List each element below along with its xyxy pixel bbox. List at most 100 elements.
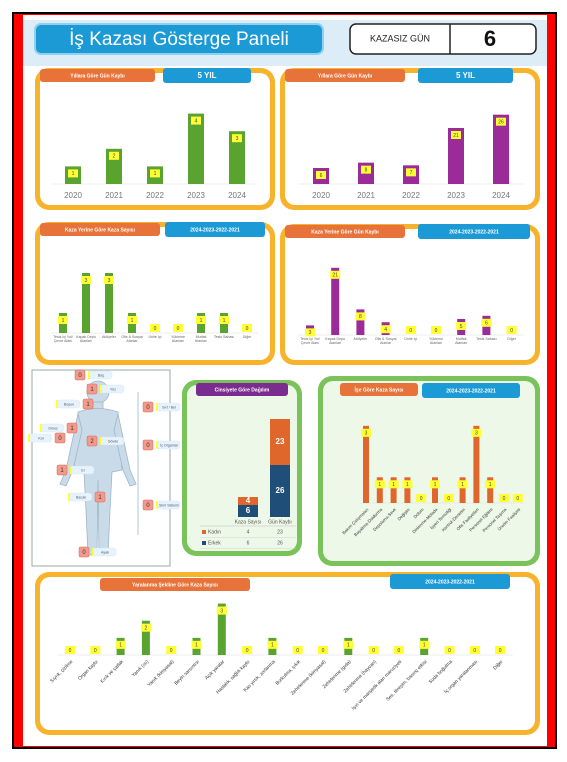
x-label-box: Ofis & Sosyal Alanlar (374, 337, 397, 346)
part-count (142, 499, 154, 511)
value-label-bg (443, 494, 454, 502)
table-value: 23 (277, 529, 283, 535)
value-label-bg (361, 428, 371, 437)
value-label-bg (361, 165, 371, 174)
panel-inner (40, 227, 270, 360)
value-label: 0 (510, 328, 513, 334)
bar-segment (270, 419, 290, 465)
value-label: 3 (236, 136, 239, 142)
x-label-box: Kapalı Depo Alanları (76, 335, 96, 343)
value-label: 6 (320, 173, 323, 179)
counter-label: KAZASIZ GÜN (370, 33, 430, 43)
chart-title-bg (285, 225, 405, 238)
value-label-bg (292, 646, 303, 654)
value-label-bg (430, 480, 440, 489)
value-label-bg (406, 168, 416, 177)
x-tick-label: 2022 (402, 191, 420, 200)
part-label: Baş (98, 373, 104, 377)
value-label-bg (115, 640, 126, 649)
part-count (82, 398, 94, 410)
value-label-bg (416, 494, 427, 502)
value-label-bg (512, 494, 523, 502)
legend-swatch (202, 541, 206, 545)
x-tick-label: 2021 (105, 191, 123, 200)
value-label-bg (216, 606, 227, 615)
bar (229, 131, 245, 184)
value-label: 0 (322, 648, 325, 654)
part-label-accent (28, 434, 30, 442)
value-label-bg (150, 324, 160, 332)
value-label: 1 (62, 318, 65, 324)
x-label-box: Tesis Sahası (476, 337, 497, 341)
value-label: 3 (475, 431, 478, 437)
part-count (86, 435, 98, 447)
x-tick-label: 2020 (312, 191, 330, 200)
part-count-label: 0 (58, 436, 62, 442)
title-box (34, 23, 324, 55)
x-tick-label: Atölyeler (353, 337, 368, 341)
chart-subtitle: 2024-2023-2022-2021 (446, 388, 496, 394)
chart-subtitle: 5 YIL (456, 71, 475, 80)
bar (217, 603, 226, 655)
value-label-bg (242, 324, 252, 332)
part-label-accent (70, 466, 72, 474)
part-count-label: 1 (60, 468, 64, 474)
value-label-bg (68, 169, 78, 178)
value-label-bg (81, 276, 91, 284)
chart-title: Kaza Yerine Göre Kaza Sayısı (65, 227, 136, 233)
chart-subtitle: 5 YIL (198, 71, 217, 80)
value-label-bg (471, 428, 482, 437)
x-tick-label: Atölyeler (102, 335, 116, 339)
x-label-box: Tesis İçi Yol/Çevre Alanı (300, 337, 320, 345)
part-label: Ayak (101, 550, 109, 554)
value-label: 1 (406, 482, 409, 488)
table-value: 6 (247, 540, 250, 546)
value-label-bg (242, 646, 253, 654)
x-tick-label: Ünite İçi (148, 335, 162, 339)
value-label: 1 (461, 482, 464, 488)
value-label: 3 (309, 330, 312, 336)
part-label: Yüz (110, 387, 116, 391)
chart-title-bg (40, 69, 155, 82)
dashboard-title: İş Kazası Gösterge Paneli (69, 29, 289, 50)
value-label: 0 (473, 648, 476, 654)
x-label-box: Yükleme Alanları (171, 335, 185, 343)
value-label-bg (456, 322, 467, 330)
part-label-accent (68, 493, 70, 501)
chart-subtitle: 2024-2023-2022-2021 (449, 229, 499, 235)
panel-inner (285, 73, 535, 205)
x-tick-label: 2024 (228, 191, 246, 200)
chart-title: İşe Göre Kaza Sayısı (355, 386, 405, 393)
panel-inner (285, 229, 535, 360)
x-tick-label: Tesis Sahası (213, 335, 235, 339)
value-label-bg (374, 480, 385, 489)
value-label: 0 (499, 648, 502, 654)
value-label-bg (267, 640, 278, 649)
x-tick-label: Ofis & Sosyal Alanlar (374, 337, 397, 346)
value-label-bg (150, 169, 160, 178)
bar (432, 477, 438, 503)
value-label: 8 (365, 167, 368, 173)
x-tick-label: 2023 (187, 191, 205, 200)
part-label-accent (40, 424, 42, 432)
table-value: 26 (277, 540, 283, 546)
value-label-bg (219, 316, 229, 324)
x-tick-label: Gün Kaybı (268, 519, 292, 525)
part-count (74, 369, 86, 381)
value-label-bg (393, 646, 404, 654)
legend-label: Erkek (208, 540, 221, 546)
part-count (78, 546, 90, 558)
value-label: 4 (195, 118, 198, 124)
value-label-bg (109, 151, 119, 160)
x-tick-label: Tesis Sahası (476, 337, 497, 341)
bar (390, 477, 397, 503)
value-label-bg (166, 646, 177, 654)
part-count-label: 0 (78, 373, 82, 379)
value-label: 1 (489, 482, 492, 488)
part-count-label: 1 (90, 387, 94, 393)
value-label-bg (318, 646, 328, 654)
value-label: 1 (223, 318, 226, 324)
part-count-label: 1 (70, 426, 74, 432)
value-label-bg (65, 646, 75, 654)
